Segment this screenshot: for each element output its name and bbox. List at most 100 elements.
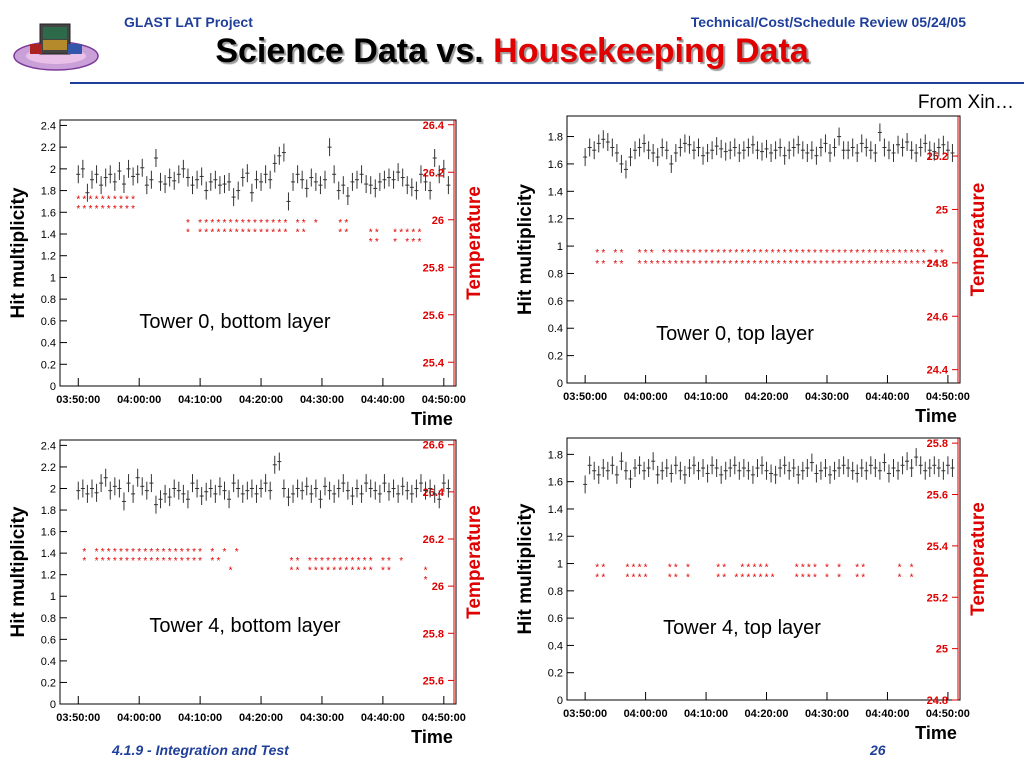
- temperature-data-point: *: [314, 218, 318, 229]
- temperature-data-point: *: [131, 194, 135, 205]
- hit-data-point: [428, 181, 433, 200]
- temperature-data-point: *: [692, 248, 696, 259]
- hit-data-point: [94, 483, 99, 502]
- temperature-data-point: *: [131, 204, 135, 215]
- hit-data-point: [909, 459, 914, 478]
- y2-tick-label: 25: [936, 204, 948, 216]
- temperature-data-point: *: [795, 248, 799, 259]
- y-tick-label: 1: [50, 272, 56, 284]
- temperature-data-point: *: [801, 573, 805, 584]
- temperature-data-point: *: [168, 547, 172, 558]
- y2-tick-label: 24.8: [927, 258, 948, 270]
- temperature-data-point: *: [107, 556, 111, 567]
- temperature-data-point: *: [265, 218, 269, 229]
- temperature-data-point: *: [204, 228, 208, 239]
- hit-data-point: [153, 149, 158, 167]
- temperature-data-point: *: [223, 218, 227, 229]
- temperature-data-point: *: [95, 204, 99, 215]
- temperature-data-point: *: [722, 573, 726, 584]
- temperature-data-point: *: [861, 248, 865, 259]
- temperature-data-point: *: [740, 259, 744, 270]
- hit-data-point: [396, 484, 401, 503]
- hit-data-point: [391, 170, 396, 189]
- temperature-data-point: *: [350, 566, 354, 577]
- temperature-data-point: *: [143, 556, 147, 567]
- hit-data-point: [144, 481, 149, 500]
- y-tick-label: 0.6: [41, 316, 56, 328]
- hit-data-point: [764, 461, 769, 480]
- hit-data-point: [163, 175, 168, 194]
- temperature-data-point: *: [277, 228, 281, 239]
- hit-data-point: [850, 138, 855, 157]
- hit-data-point: [800, 141, 805, 160]
- hit-data-point: [714, 459, 719, 478]
- temperature-data-point: *: [813, 562, 817, 573]
- temperature-data-point: *: [405, 237, 409, 248]
- y-tick-label: 1.6: [41, 207, 56, 219]
- hit-data-point: [886, 464, 891, 483]
- hit-data-point: [300, 170, 305, 189]
- temperature-data-point: *: [314, 566, 318, 577]
- hit-data-point: [918, 456, 923, 475]
- temperature-data-point: *: [885, 259, 889, 270]
- hit-data-point: [605, 133, 610, 152]
- hit-data-point: [350, 487, 355, 506]
- hit-data-point: [304, 477, 309, 496]
- temperature-data-point: *: [728, 259, 732, 270]
- hit-data-point: [277, 146, 282, 165]
- chart-svg: 0 0.2 0.4 0.6 0.8 1 1.2 1.4 1.6 1.8 2 2.2 2.4 25.6 25.…: [8, 439, 485, 747]
- y2-tick-label: 24.8: [927, 695, 948, 707]
- temperature-data-point: *: [95, 556, 99, 567]
- hit-data-point: [741, 141, 746, 160]
- temperature-data-point: *: [759, 573, 763, 584]
- temperature-data-point: *: [892, 259, 896, 270]
- temperature-data-point: *: [849, 248, 853, 259]
- temperature-data-point: *: [101, 204, 105, 215]
- hit-data-point: [927, 459, 932, 478]
- temperature-data-point: *: [904, 248, 908, 259]
- temperature-data-point: *: [752, 562, 756, 573]
- x-tick-label: 04:10:00: [178, 712, 222, 724]
- x-tick-label: 04:30:00: [805, 391, 849, 403]
- hit-data-point: [423, 172, 428, 191]
- y2-tick-label: 25.6: [423, 310, 444, 322]
- hit-data-point: [195, 170, 200, 189]
- hit-data-point: [249, 183, 254, 202]
- hit-data-point: [896, 135, 901, 154]
- temperature-data-point: *: [369, 237, 373, 248]
- hit-data-point: [163, 484, 168, 503]
- temperature-data-point: *: [898, 259, 902, 270]
- hit-data-point: [719, 465, 724, 484]
- hit-data-point: [592, 141, 597, 160]
- y-tick-label: 0: [50, 699, 56, 711]
- hit-data-point: [414, 181, 419, 200]
- temperature-data-point: *: [746, 259, 750, 270]
- hit-data-point: [891, 143, 896, 162]
- temperature-data-point: *: [113, 204, 117, 215]
- temperature-data-point: *: [837, 259, 841, 270]
- x-axis-label: Time: [411, 409, 453, 429]
- temperature-data-point: *: [210, 218, 214, 229]
- hit-data-point: [418, 474, 423, 493]
- x-tick-label: 04:30:00: [300, 394, 344, 406]
- y2-axis-label: Temperature: [968, 183, 989, 297]
- temperature-data-point: *: [411, 237, 415, 248]
- temperature-data-point: *: [740, 248, 744, 259]
- temperature-data-point: *: [405, 228, 409, 239]
- hit-data-point: [664, 141, 669, 160]
- hit-data-point: [873, 459, 878, 478]
- temperature-data-point: *: [95, 547, 99, 558]
- hit-data-point: [846, 141, 851, 160]
- temperature-data-point: *: [369, 228, 373, 239]
- y-tick-label: 1.4: [41, 229, 56, 241]
- hit-data-point: [94, 165, 99, 184]
- hit-data-point: [313, 479, 318, 498]
- temperature-data-point: *: [107, 194, 111, 205]
- temperature-data-point: *: [638, 573, 642, 584]
- hit-data-point: [281, 143, 286, 162]
- hit-data-point: [587, 138, 592, 157]
- temperature-data-point: *: [879, 248, 883, 259]
- hit-data-point: [800, 461, 805, 480]
- hit-data-point: [900, 456, 905, 475]
- temperature-data-point: *: [644, 562, 648, 573]
